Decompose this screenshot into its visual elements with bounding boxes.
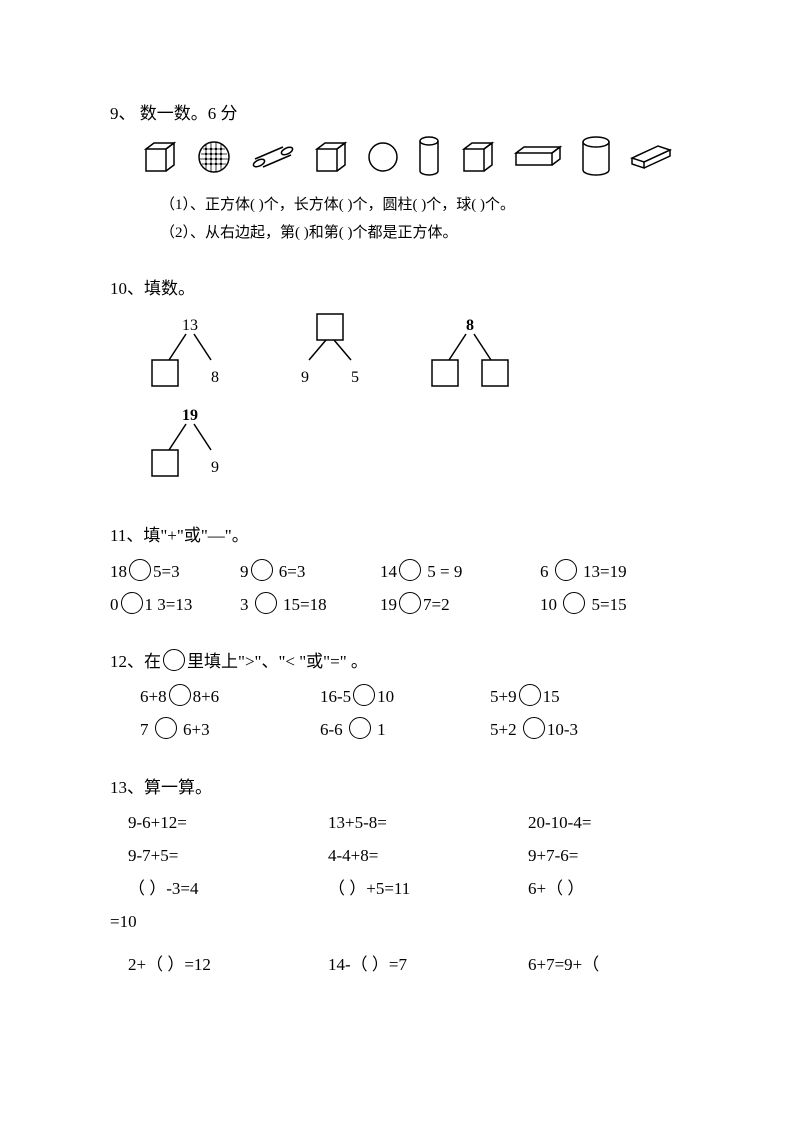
- equation-cell: 6+（ ）: [528, 875, 688, 902]
- equation-cell: （ ）+5=11: [328, 875, 528, 902]
- q11-row1: 185=39 6=314 5 = 96 13=19: [110, 558, 690, 585]
- q13-heading: 13、算一算。: [110, 774, 690, 801]
- shape-ball: [194, 137, 234, 177]
- q13-row3: （ ）-3=4（ ）+5=116+（ ）: [128, 875, 690, 902]
- q11-row2: 01 3=133 15=18197=210 5=15: [110, 591, 690, 618]
- equation-cell: 16-510: [320, 683, 490, 710]
- circle-blank-icon: [255, 592, 277, 614]
- svg-text:8: 8: [466, 317, 474, 334]
- shape-cube-3: [458, 137, 498, 177]
- circle-blank-icon: [251, 559, 273, 581]
- equation-cell: 5+2 10-3: [490, 716, 650, 743]
- q9-shapes-row: [140, 135, 690, 179]
- equation-cell: 14-（ ）=7: [328, 951, 528, 978]
- q12-row2: 7 6+36-6 15+2 10-3: [140, 716, 690, 743]
- q9-sub2: （2）、从右边起，第( )和第( )个都是正方体。: [160, 221, 690, 245]
- shape-cylinder-diag-1: [249, 141, 297, 173]
- equation-cell: 2+（ ）=12: [128, 951, 328, 978]
- equation-cell: 5+915: [490, 683, 650, 710]
- number-tree: 19 9: [140, 402, 240, 492]
- svg-text:9: 9: [301, 369, 309, 386]
- svg-text:9: 9: [211, 459, 219, 476]
- shape-cylinder-vert: [415, 135, 443, 179]
- circle-blank-icon: [163, 649, 185, 671]
- equation-cell: 3 15=18: [240, 591, 380, 618]
- shape-cuboid-flat: [512, 143, 564, 171]
- q13-row1: 9-6+12=13+5-8=20-10-4=: [128, 809, 690, 836]
- circle-blank-icon: [399, 559, 421, 581]
- q13-row4: 2+（ ）=1214-（ ）=76+7=9+（: [128, 951, 690, 978]
- q9-sub1: （1）、正方体( )个，长方体( )个，圆柱( )个，球( )个。: [160, 193, 690, 217]
- equation-cell: 6+7=9+（: [528, 951, 688, 978]
- svg-text:8: 8: [211, 369, 219, 386]
- equation-cell: 14 5 = 9: [380, 558, 540, 585]
- circle-blank-icon: [353, 684, 375, 706]
- circle-blank-icon: [169, 684, 191, 706]
- equation-cell: （ ）-3=4: [128, 875, 328, 902]
- q13-row3-tail: =10: [110, 908, 690, 935]
- equation-cell: 6-6 1: [320, 716, 490, 743]
- equation-cell: 9-6+12=: [128, 809, 328, 836]
- number-tree: 8: [420, 312, 520, 402]
- circle-blank-icon: [121, 592, 143, 614]
- equation-cell: 6+88+6: [140, 683, 320, 710]
- shape-cube-1: [140, 137, 180, 177]
- circle-blank-icon: [523, 717, 545, 739]
- q10-trees: 138958199: [140, 312, 690, 492]
- q11-heading: 11、填"+"或"—"。: [110, 522, 690, 549]
- svg-text:5: 5: [351, 369, 359, 386]
- svg-text:19: 19: [182, 407, 198, 424]
- q10-heading: 10、填数。: [110, 275, 690, 302]
- circle-blank-icon: [155, 717, 177, 739]
- equation-cell: 4-4+8=: [328, 842, 528, 869]
- circle-blank-icon: [129, 559, 151, 581]
- q9-heading: 9、 数一数。6 分: [110, 100, 690, 127]
- equation-cell: 9+7-6=: [528, 842, 688, 869]
- circle-blank-icon: [563, 592, 585, 614]
- equation-cell: 13+5-8=: [328, 809, 528, 836]
- circle-blank-icon: [399, 592, 421, 614]
- equation-cell: 7 6+3: [140, 716, 320, 743]
- equation-cell: 01 3=13: [110, 591, 240, 618]
- q13-row2: 9-7+5=4-4+8=9+7-6=: [128, 842, 690, 869]
- number-tree: 95: [280, 312, 380, 402]
- shape-cylinder-vert-2: [578, 135, 614, 179]
- number-tree: 13 8: [140, 312, 240, 402]
- equation-cell: 6 13=19: [540, 558, 680, 585]
- q12-heading: 12、在里填上">"、"< "或"=" 。: [110, 648, 690, 675]
- equation-cell: 9 6=3: [240, 558, 380, 585]
- equation-cell: 10 5=15: [540, 591, 680, 618]
- equation-cell: 197=2: [380, 591, 540, 618]
- circle-blank-icon: [555, 559, 577, 581]
- q12-row1: 6+88+616-5105+915: [140, 683, 690, 710]
- equation-cell: 9-7+5=: [128, 842, 328, 869]
- shape-cuboid-diag: [628, 142, 674, 172]
- circle-blank-icon: [349, 717, 371, 739]
- circle-blank-icon: [519, 684, 541, 706]
- equation-cell: 20-10-4=: [528, 809, 688, 836]
- shape-cube-2: [311, 137, 351, 177]
- equation-cell: 185=3: [110, 558, 240, 585]
- svg-text:13: 13: [182, 317, 198, 334]
- shape-circle: [365, 139, 401, 175]
